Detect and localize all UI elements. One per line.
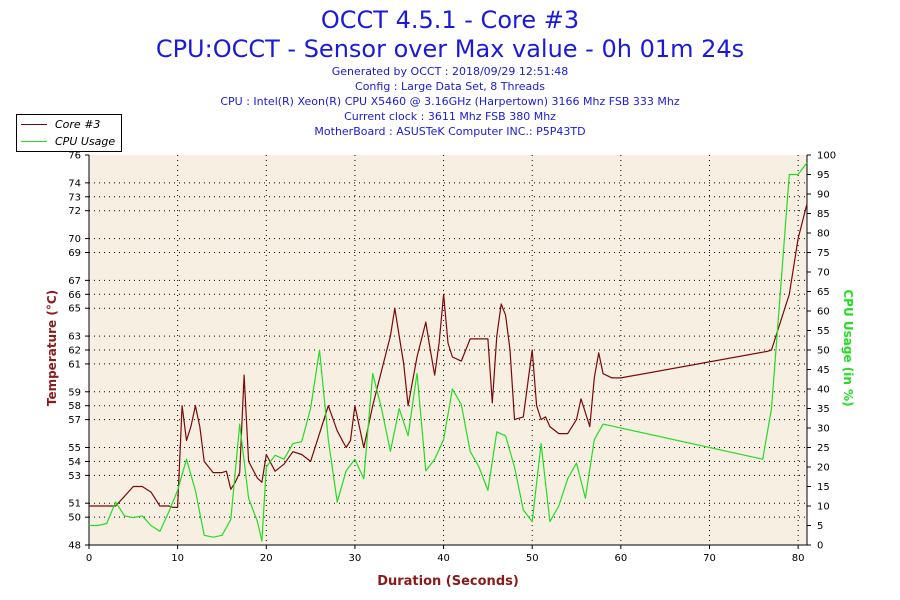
x-tick-label: 40 [437, 553, 450, 564]
x-tick-label: 60 [614, 553, 627, 564]
legend-label-cpu: CPU Usage [55, 134, 116, 148]
info-clock: Current clock : 3611 Mhz FSB 380 Mhz [344, 110, 556, 123]
left-tick-label: 72 [68, 206, 81, 217]
left-tick-label: 57 [68, 415, 81, 426]
y-axis-label-left: Temperature (°C) [45, 290, 59, 406]
left-tick-label: 55 [68, 443, 81, 454]
left-tick-label: 53 [68, 471, 81, 482]
right-tick-label: 70 [817, 268, 830, 279]
right-tick-label: 40 [817, 385, 830, 396]
left-tick-label: 62 [68, 346, 81, 357]
info-generated: Generated by OCCT : 2018/09/29 12:51:48 [331, 65, 569, 78]
right-tick-label: 90 [817, 190, 830, 201]
right-axis-ticks: 0 5 10 15 20 25 30 35 40 45 50 55 60 65 70 75 80 85 90 95 10… [807, 151, 836, 552]
series-line-core [89, 203, 808, 508]
left-tick-label: 69 [68, 248, 81, 259]
legend-item-core: Core #3 [21, 116, 100, 132]
x-axis-label: Duration (Seconds) [377, 574, 519, 589]
right-tick-label: 15 [817, 482, 830, 493]
x-tick-label: 70 [703, 553, 716, 564]
right-tick-label: 20 [817, 463, 830, 474]
right-tick-label: 95 [817, 170, 830, 181]
left-tick-label: 65 [68, 304, 81, 315]
y-axis-label-right: CPU Usage (in %) [841, 289, 855, 406]
chart-header: OCCT 4.5.1 - Core #3 CPU:OCCT - Sensor o… [0, 0, 900, 139]
right-tick-label: 75 [817, 248, 830, 259]
right-tick-label: 35 [817, 404, 830, 415]
left-tick-label: 48 [68, 541, 81, 552]
info-config: Config : Large Data Set, 8 Threads [355, 80, 545, 93]
left-tick-label: 61 [68, 359, 81, 370]
legend-swatch-cpu [21, 140, 47, 142]
legend-item-cpu: CPU Usage [21, 133, 115, 149]
x-tick-label: 80 [792, 553, 805, 564]
left-tick-label: 54 [68, 457, 81, 468]
right-tick-label: 50 [817, 346, 830, 357]
x-tick-label: 0 [86, 553, 92, 564]
x-tick-label: 30 [349, 553, 362, 564]
left-tick-label: 59 [68, 387, 81, 398]
left-tick-label: 51 [68, 499, 81, 510]
info-motherboard: MotherBoard : ASUSTeK Computer INC.: P5P… [314, 125, 586, 138]
right-tick-label: 85 [817, 209, 830, 220]
right-tick-label: 25 [817, 443, 830, 454]
left-tick-label: 50 [68, 513, 81, 524]
right-tick-label: 60 [817, 307, 830, 318]
right-tick-label: 45 [817, 365, 830, 376]
left-axis-ticks: 48 50 51 53 54 55 57 58 59 61 62 63 65 66 67 69 70 72 73 74… [68, 151, 89, 552]
right-tick-label: 100 [817, 151, 836, 162]
left-tick-label: 70 [68, 234, 81, 245]
legend-swatch-core [21, 123, 47, 125]
x-axis-ticks: 0 10 20 30 40 50 60 70 80 [86, 545, 805, 564]
info-cpu: CPU : Intel(R) Xeon(R) CPU X5460 @ 3.16G… [220, 95, 680, 108]
right-tick-label: 10 [817, 502, 830, 513]
legend: Core #3 CPU Usage [16, 114, 122, 152]
x-tick-label: 10 [171, 553, 184, 564]
left-tick-label: 58 [68, 401, 81, 412]
right-tick-label: 80 [817, 229, 830, 240]
legend-label-core: Core #3 [55, 117, 101, 131]
left-tick-label: 66 [68, 290, 81, 301]
right-tick-label: 0 [817, 541, 823, 552]
x-tick-label: 50 [526, 553, 539, 564]
left-tick-label: 67 [68, 276, 81, 287]
chart-subtitle: CPU:OCCT - Sensor over Max value - 0h 01… [155, 35, 745, 63]
plot-area [89, 155, 807, 545]
left-tick-label: 73 [68, 192, 81, 203]
left-tick-label: 76 [68, 151, 81, 162]
right-tick-label: 5 [817, 521, 823, 532]
left-tick-label: 63 [68, 332, 81, 343]
right-tick-label: 30 [817, 424, 830, 435]
right-tick-label: 55 [817, 326, 830, 337]
chart-title: OCCT 4.5.1 - Core #3 [320, 6, 580, 34]
series-line-cpu-usage [89, 162, 808, 542]
left-tick-label: 74 [68, 178, 81, 189]
series-lines [89, 162, 808, 542]
right-tick-label: 65 [817, 287, 830, 298]
x-tick-label: 20 [260, 553, 273, 564]
